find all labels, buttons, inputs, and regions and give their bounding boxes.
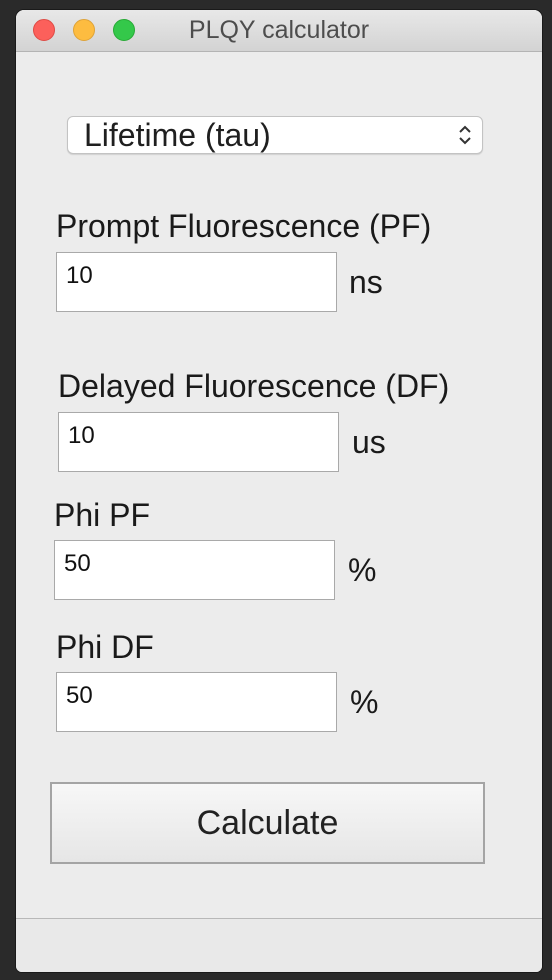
close-window-button[interactable]	[33, 19, 55, 41]
window-title: PLQY calculator	[188, 16, 370, 44]
df-unit: us	[352, 424, 386, 460]
pf-input[interactable]: 10	[56, 252, 337, 312]
app-window: PLQY calculator Lifetime (tau) Prompt Fl…	[16, 10, 542, 972]
phi-pf-label: Phi PF	[54, 497, 151, 533]
phi-df-unit: %	[350, 684, 379, 720]
mode-select[interactable]: Lifetime (tau)	[67, 116, 483, 154]
df-input[interactable]: 10	[58, 412, 339, 472]
status-bar	[16, 918, 542, 972]
up-down-chevron-icon	[459, 125, 471, 145]
pf-label: Prompt Fluorescence (PF)	[56, 208, 432, 244]
calculate-button[interactable]: Calculate	[50, 782, 485, 864]
zoom-window-button[interactable]	[113, 19, 135, 41]
phi-pf-input[interactable]: 50	[54, 540, 335, 600]
minimize-window-button[interactable]	[73, 19, 95, 41]
title-bar[interactable]: PLQY calculator	[16, 10, 542, 52]
phi-df-label: Phi DF	[56, 629, 154, 665]
df-label: Delayed Fluorescence (DF)	[58, 368, 450, 404]
mode-select-value: Lifetime (tau)	[84, 117, 271, 153]
phi-df-input[interactable]: 50	[56, 672, 337, 732]
pf-unit: ns	[349, 264, 383, 300]
phi-pf-unit: %	[348, 552, 377, 588]
